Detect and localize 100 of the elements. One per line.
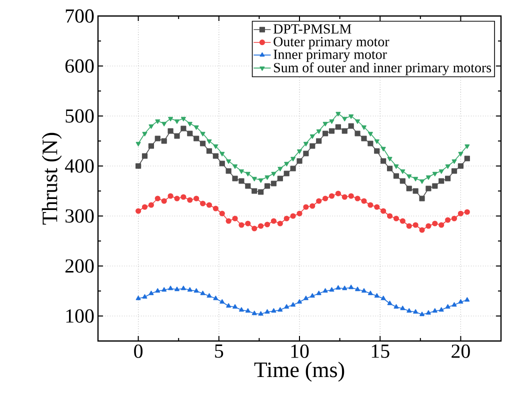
x-axis-title: Time (ms) xyxy=(254,362,344,382)
point xyxy=(238,169,244,174)
point xyxy=(200,140,206,146)
point xyxy=(303,142,308,146)
point xyxy=(322,196,328,202)
point xyxy=(200,290,206,296)
point xyxy=(252,188,258,194)
point xyxy=(232,176,238,182)
y-axis-title: Thrust (N) xyxy=(42,132,62,225)
point xyxy=(380,158,386,164)
point xyxy=(348,193,354,199)
point xyxy=(464,297,470,302)
point xyxy=(161,138,167,144)
point xyxy=(264,309,270,314)
point xyxy=(252,226,258,232)
point xyxy=(194,288,199,293)
point xyxy=(432,220,438,226)
point xyxy=(245,220,251,226)
point xyxy=(336,285,341,290)
point xyxy=(174,133,180,139)
point xyxy=(238,307,244,312)
point xyxy=(380,208,386,214)
point xyxy=(136,208,142,214)
legend-label: Inner primary motor xyxy=(274,50,387,62)
point xyxy=(445,217,451,223)
point xyxy=(213,144,218,149)
point xyxy=(264,175,270,180)
point xyxy=(406,186,412,192)
point xyxy=(258,189,264,195)
point xyxy=(426,186,432,192)
point xyxy=(271,172,276,176)
point xyxy=(284,216,290,222)
point xyxy=(212,153,218,159)
point xyxy=(180,116,186,122)
point xyxy=(277,220,283,226)
point xyxy=(362,125,366,130)
point xyxy=(174,119,180,124)
point xyxy=(154,196,160,202)
point xyxy=(374,293,380,298)
point xyxy=(194,136,200,142)
point xyxy=(278,307,283,312)
point xyxy=(252,310,257,316)
point xyxy=(206,293,212,298)
point xyxy=(464,156,470,162)
point xyxy=(162,287,167,292)
point xyxy=(458,210,464,216)
point xyxy=(187,130,193,136)
point xyxy=(387,300,392,306)
point xyxy=(270,218,277,224)
point xyxy=(245,183,251,189)
point xyxy=(296,158,302,164)
point xyxy=(264,183,270,189)
point xyxy=(355,286,360,292)
point xyxy=(412,222,418,228)
point xyxy=(406,174,412,179)
point xyxy=(374,148,380,154)
point xyxy=(374,139,380,144)
point xyxy=(136,296,141,300)
point xyxy=(322,288,328,293)
point xyxy=(258,311,264,316)
point xyxy=(342,194,348,200)
point xyxy=(136,142,141,146)
point xyxy=(361,136,367,142)
point xyxy=(452,302,457,307)
point xyxy=(342,128,348,134)
point xyxy=(200,132,206,136)
point xyxy=(142,204,148,210)
point xyxy=(271,308,276,313)
point xyxy=(445,176,451,182)
point xyxy=(335,124,341,130)
point xyxy=(278,166,283,172)
point xyxy=(432,172,438,176)
point xyxy=(412,188,418,194)
point xyxy=(284,162,290,166)
point xyxy=(413,176,418,182)
point xyxy=(335,190,341,196)
point xyxy=(168,286,174,290)
point xyxy=(194,125,199,130)
x-tick-label: 20 xyxy=(452,344,470,358)
point xyxy=(464,209,470,215)
point xyxy=(354,130,360,136)
point xyxy=(284,304,290,309)
point xyxy=(206,148,212,154)
point xyxy=(187,287,192,292)
point xyxy=(238,222,244,228)
point xyxy=(290,166,296,172)
x-tick-label: 10 xyxy=(291,344,309,358)
point xyxy=(348,284,354,290)
y-tick-label: 500 xyxy=(66,109,94,123)
point xyxy=(393,173,400,179)
point xyxy=(458,152,464,156)
point xyxy=(219,210,225,216)
point xyxy=(420,179,424,184)
point xyxy=(451,168,458,174)
point xyxy=(290,156,296,162)
point xyxy=(226,159,232,164)
point xyxy=(180,126,186,132)
point xyxy=(142,153,148,159)
point xyxy=(232,164,238,169)
point xyxy=(206,202,212,208)
